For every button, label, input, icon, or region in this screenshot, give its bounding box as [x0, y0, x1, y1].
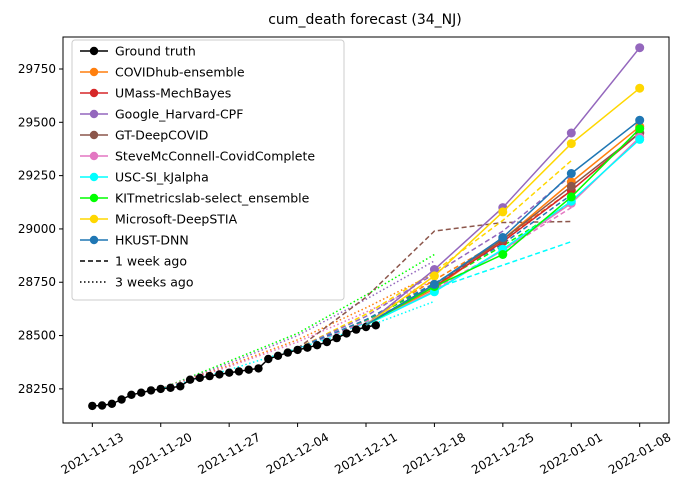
legend-marker-9	[89, 235, 99, 245]
microsoft-deepstia-point-1	[498, 207, 508, 217]
ground-truth-point-1	[97, 401, 107, 410]
legend-marker-4	[89, 130, 99, 140]
ground-truth-point-4	[127, 390, 136, 399]
ground-truth-point-18	[264, 354, 273, 364]
kitmetricslab-select-ensemble-point-1	[498, 250, 508, 259]
ground-truth-point-17	[254, 364, 263, 373]
y-tick-label-3: 29000	[18, 222, 56, 236]
legend-marker-6	[89, 172, 99, 182]
one-week-ago-line-7	[297, 194, 572, 350]
ground-truth-point-2	[107, 399, 117, 408]
ground-truth-point-26	[342, 329, 351, 338]
legend-marker-0	[89, 46, 99, 56]
legend-marker-1	[89, 67, 99, 77]
gt-deepcovid-point-2	[566, 181, 576, 191]
ground-truth-point-3	[117, 395, 126, 404]
x-tick-label-1: 2021-11-20	[127, 430, 194, 477]
legend-marker-5	[89, 151, 99, 161]
ground-truth-point-10	[185, 375, 195, 384]
legend-label-umass-mechbayes: UMass-MechBayes	[115, 86, 231, 101]
x-tick-label-3: 2021-12-04	[264, 430, 331, 477]
ground-truth-point-24	[322, 337, 332, 347]
legend: Ground truth COVIDhub-ensemble UMass-MechB…	[71, 39, 345, 301]
ground-truth-point-23	[312, 341, 322, 350]
ground-truth-point-20	[283, 348, 292, 357]
x-tick-label-4: 2021-12-11	[332, 430, 399, 477]
chart-title: cum_death forecast (34_NJ)	[268, 12, 462, 28]
x-tick-label-5: 2021-12-18	[401, 430, 468, 477]
ground-truth-point-16	[244, 365, 253, 374]
google-harvard-cpf-point-2	[566, 128, 576, 138]
series-layer	[88, 43, 645, 411]
ground-truth-point-11	[195, 373, 204, 382]
google-harvard-cpf-point-3	[635, 43, 645, 53]
ground-truth-point-5	[137, 388, 146, 397]
hkust-dnn-point-3	[635, 115, 645, 125]
google-harvard-cpf-line	[365, 47, 641, 326]
one-week-ago-line-3	[297, 160, 572, 350]
legend-marker-8	[89, 214, 99, 224]
ground-truth-point-0	[88, 401, 97, 411]
usc-si-kjalpha-point-3	[635, 134, 645, 144]
y-tick-label-6: 29750	[18, 62, 56, 76]
ground-truth-point-7	[156, 384, 165, 394]
ground-truth-point-6	[146, 386, 156, 395]
ground-truth-point-22	[303, 343, 312, 352]
legend-label-ground-truth: Ground truth	[115, 44, 196, 59]
legend-label-stevemcconnell-covidcomplete: SteveMcConnell-CovidComplete	[115, 149, 315, 164]
legend-label-1-week-ago: 1 week ago	[115, 254, 187, 269]
ground-truth-point-12	[205, 371, 214, 381]
ground-truth-point-21	[293, 345, 302, 355]
legend-label-covidhub-ensemble: COVIDhub-ensemble	[115, 65, 245, 80]
y-tick-label-4: 29250	[18, 169, 56, 183]
x-tick-label-6: 2021-12-25	[469, 430, 536, 477]
ground-truth-point-25	[332, 333, 341, 343]
ground-truth-point-13	[215, 370, 224, 379]
kitmetricslab-select-ensemble-point-3	[635, 124, 645, 134]
three-weeks-ago-line-0	[160, 253, 435, 390]
legend-label-gt-deepcovid: GT-DeepCOVID	[115, 128, 208, 143]
one-week-ago-line-6	[297, 206, 572, 350]
x-tick-label-8: 2022-01-08	[606, 430, 673, 477]
x-tick-label-2: 2021-11-27	[195, 430, 262, 477]
legend-label-microsoft-deepstia: Microsoft-DeepSTIA	[115, 212, 238, 227]
ground-truth-point-29	[371, 321, 380, 330]
ground-truth-point-19	[273, 351, 283, 360]
google-harvard-cpf-point-0	[429, 265, 439, 274]
y-tick-label-5: 29500	[18, 115, 56, 129]
x-tick-label-0: 2021-11-13	[59, 430, 126, 477]
hkust-dnn-point-2	[566, 169, 576, 178]
x-tick-label-7: 2022-01-01	[538, 430, 605, 477]
legend-label-3-weeks-ago: 3 weeks ago	[115, 275, 194, 290]
legend-marker-3	[89, 109, 99, 119]
ground-truth-point-8	[166, 383, 175, 392]
legend-marker-2	[89, 88, 99, 98]
hkust-dnn-point-1	[498, 233, 508, 242]
microsoft-deepstia-point-0	[429, 271, 439, 281]
y-tick-label-1: 28500	[18, 329, 56, 343]
legend-label-kitmetricslab-select-ensemble: KITmetricslab-select_ensemble	[115, 191, 310, 206]
ground-truth-point-28	[361, 322, 371, 332]
three-weeks-ago-line-1	[160, 260, 435, 390]
y-tick-label-0: 28250	[18, 382, 56, 396]
legend-label-usc-si-kjalpha: USC-SI_kJalpha	[115, 170, 209, 185]
y-tick-label-2: 28750	[18, 275, 56, 289]
ground-truth-point-14	[225, 368, 234, 377]
legend-box	[71, 39, 345, 301]
hkust-dnn-point-0	[429, 279, 439, 289]
legend-label-hkust-dnn: HKUST-DNN	[115, 233, 189, 248]
legend-label-google-harvard-cpf: Google_Harvard-CPF	[115, 107, 243, 122]
ground-truth-point-15	[234, 367, 244, 376]
microsoft-deepstia-point-2	[566, 139, 576, 149]
kitmetricslab-select-ensemble-point-2	[566, 192, 576, 202]
ground-truth-point-9	[176, 382, 185, 391]
microsoft-deepstia-point-3	[635, 83, 645, 93]
legend-marker-7	[89, 193, 99, 203]
ground-truth-point-27	[352, 325, 361, 334]
